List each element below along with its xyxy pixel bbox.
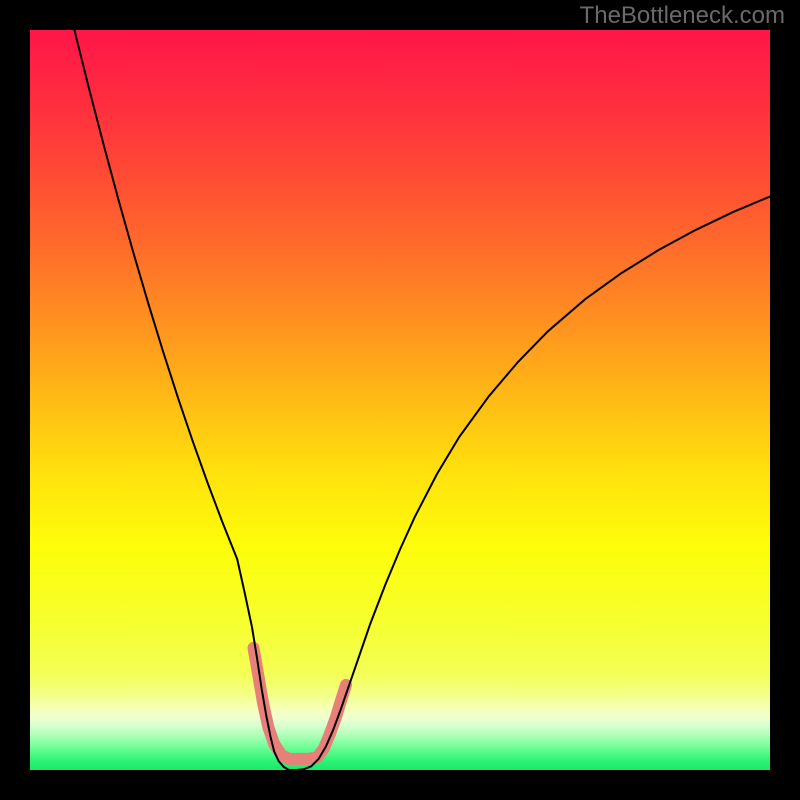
chart-svg: [30, 30, 770, 770]
plot-background: [30, 30, 770, 770]
watermark-text: TheBottleneck.com: [580, 2, 785, 30]
plot-area: [30, 30, 770, 770]
